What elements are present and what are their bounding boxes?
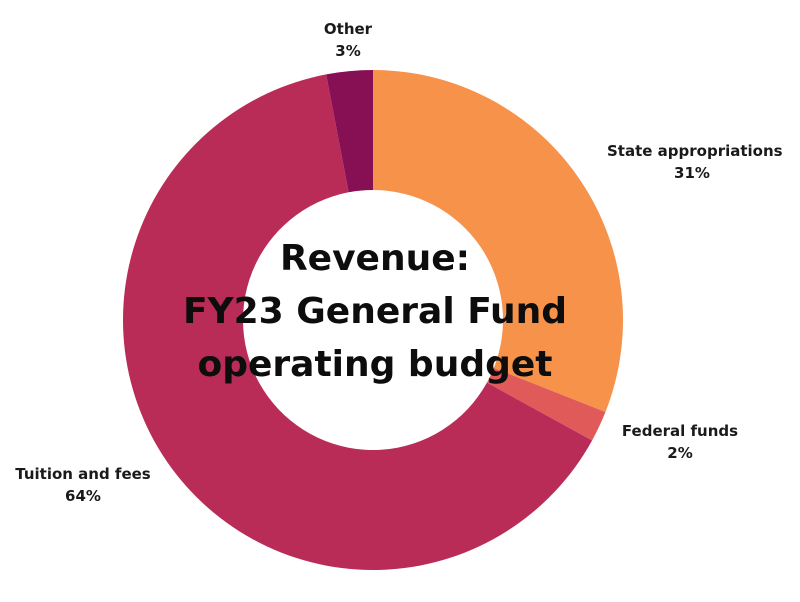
slice-percent: 2% [667, 444, 693, 462]
chart-title-line-3: operating budget [197, 344, 553, 385]
chart-title: Revenue: FY23 General Fund operating bud… [160, 232, 590, 391]
slice-percent: 64% [65, 487, 101, 505]
slice-label-federal-funds: Federal funds 2% [620, 420, 740, 464]
chart-title-line-2: FY23 General Fund [182, 291, 568, 332]
slice-label-state-appropriations: State appropriations 31% [607, 140, 783, 184]
chart-title-line-1: Revenue: [279, 238, 471, 279]
slice-percent: 3% [335, 42, 361, 60]
slice-label-tuition-and-fees: Tuition and fees 64% [8, 463, 158, 507]
slice-state-appropriations [373, 70, 623, 413]
slice-name: Tuition and fees [15, 465, 151, 483]
slice-other [326, 70, 373, 193]
slice-tuition-and-fees [122, 74, 593, 571]
slice-name: Other [323, 20, 373, 38]
slice-name: Federal funds [621, 422, 739, 440]
slice-label-other: Other 3% [318, 18, 378, 62]
slice-percent: 31% [674, 164, 710, 182]
slice-federal-funds [486, 367, 606, 441]
slice-name: State appropriations [607, 142, 783, 160]
